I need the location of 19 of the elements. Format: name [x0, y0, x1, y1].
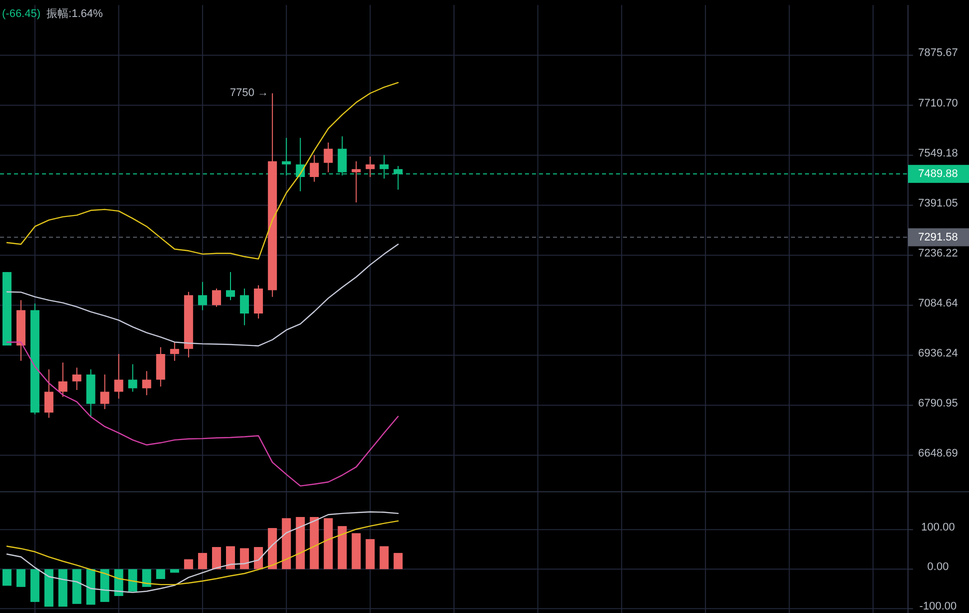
y-tick-label: 7084.64: [918, 297, 958, 310]
y-tick-label: 7875.67: [918, 47, 958, 60]
y-tick-label: 100.00: [921, 522, 955, 534]
ref-line-label: 7489.88: [918, 168, 958, 180]
y-tick-label: 7549.18: [918, 147, 958, 160]
y-tick-label: 7236.22: [918, 247, 958, 260]
ref-line-label: 7291.58: [918, 231, 958, 244]
annotation: 振幅:1.64%: [46, 8, 103, 20]
y-tick-label: 6790.95: [918, 397, 958, 410]
ref-line-label: 7489.88: [908, 164, 969, 183]
y-tick-label: 6648.69: [918, 447, 958, 460]
annotation: 7750 →: [230, 87, 268, 100]
y-tick-label: -100.00: [919, 600, 957, 613]
y-tick-label: 0.00: [927, 561, 949, 574]
y-tick-label: 6936.24: [918, 347, 958, 360]
y-tick-label: 7710.70: [918, 97, 958, 110]
y-tick-label: 7391.05: [918, 197, 958, 210]
ref-line-label: 7291.58: [908, 228, 969, 246]
annotation: (-66.45): [2, 8, 41, 20]
